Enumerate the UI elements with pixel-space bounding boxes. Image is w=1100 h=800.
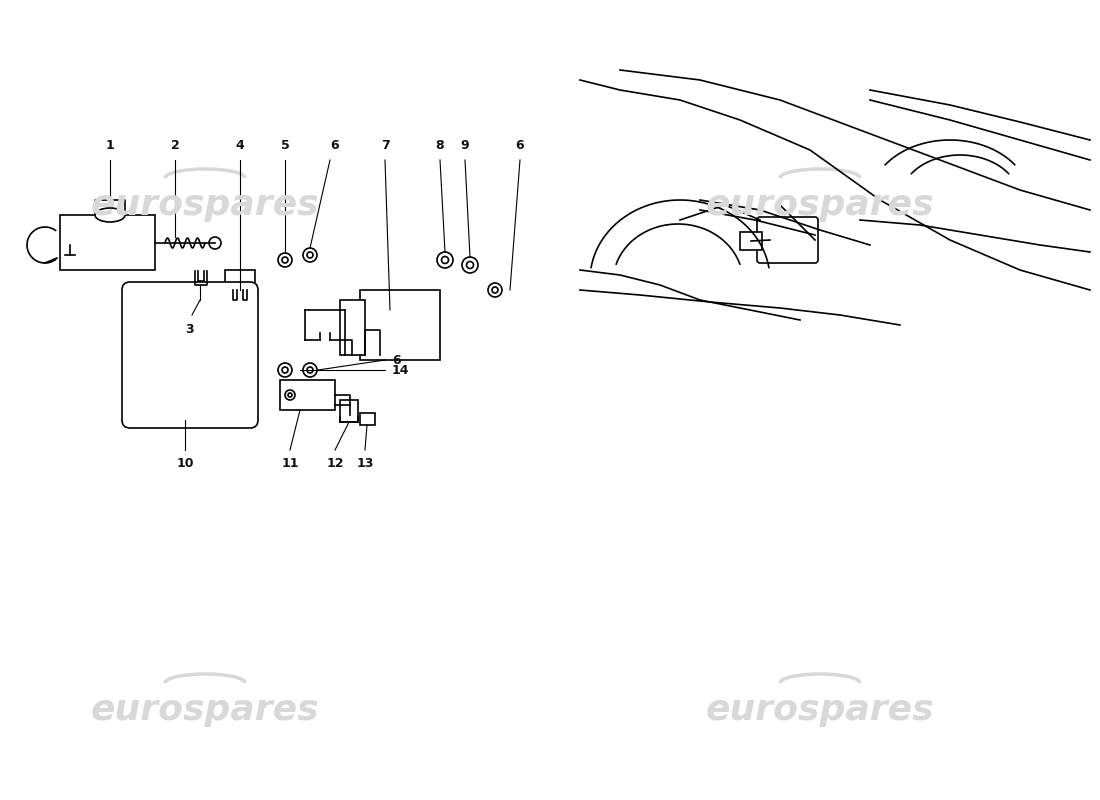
FancyBboxPatch shape: [122, 282, 258, 428]
Circle shape: [307, 367, 314, 373]
Circle shape: [441, 257, 449, 263]
Bar: [226, 270, 255, 290]
Circle shape: [288, 393, 292, 397]
Bar: [360, 413, 375, 425]
Text: 1: 1: [106, 139, 114, 152]
FancyBboxPatch shape: [757, 217, 818, 263]
Circle shape: [462, 257, 478, 273]
Text: 6: 6: [516, 139, 525, 152]
Text: 5: 5: [280, 139, 289, 152]
Circle shape: [302, 363, 317, 377]
Circle shape: [282, 367, 288, 373]
Text: 6: 6: [392, 354, 400, 366]
Text: eurospares: eurospares: [706, 188, 934, 222]
Ellipse shape: [95, 208, 125, 222]
Circle shape: [492, 287, 498, 293]
Text: eurospares: eurospares: [706, 693, 934, 727]
Circle shape: [466, 262, 473, 269]
Text: 10: 10: [176, 457, 194, 470]
Circle shape: [209, 237, 221, 249]
Circle shape: [488, 283, 502, 297]
Text: eurospares: eurospares: [90, 188, 319, 222]
Text: 12: 12: [327, 457, 343, 470]
Bar: [340, 300, 365, 355]
Text: 7: 7: [381, 139, 389, 152]
Bar: [340, 400, 358, 422]
Text: 4: 4: [235, 139, 244, 152]
Circle shape: [437, 252, 453, 268]
Text: 9: 9: [461, 139, 470, 152]
Circle shape: [278, 253, 292, 267]
Text: 8: 8: [436, 139, 444, 152]
Text: 2: 2: [170, 139, 179, 152]
Bar: [60, 215, 155, 270]
Circle shape: [278, 363, 292, 377]
Bar: [740, 232, 762, 250]
Bar: [360, 290, 440, 360]
Text: 11: 11: [282, 457, 299, 470]
Text: eurospares: eurospares: [90, 693, 319, 727]
Circle shape: [285, 390, 295, 400]
Text: 6: 6: [331, 139, 339, 152]
Circle shape: [282, 257, 288, 263]
Text: 13: 13: [356, 457, 374, 470]
Circle shape: [307, 252, 314, 258]
Circle shape: [302, 248, 317, 262]
Text: 3: 3: [186, 323, 195, 336]
Bar: [280, 380, 336, 410]
Text: 14: 14: [392, 363, 409, 377]
